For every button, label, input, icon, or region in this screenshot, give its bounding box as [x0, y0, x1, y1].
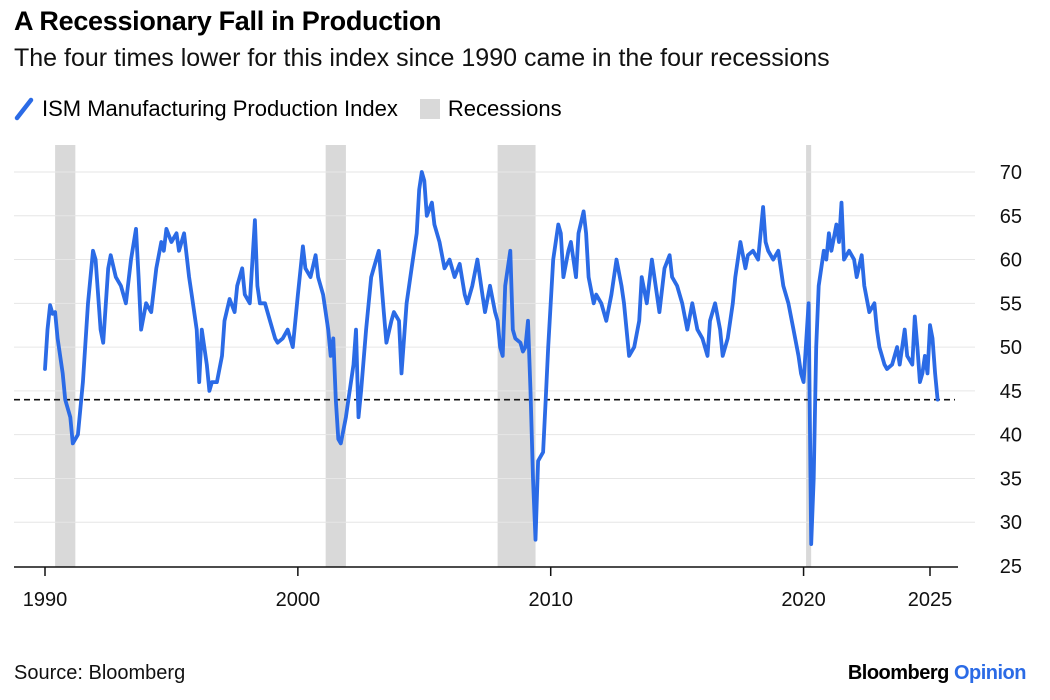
- recession-band-0: [55, 145, 76, 567]
- y-tick-label-50: 50: [1000, 337, 1022, 359]
- chart-title: A Recessionary Fall in Production: [14, 6, 442, 36]
- brand-logo: Bloomberg Opinion: [847, 662, 1027, 685]
- y-tick-label-60: 60: [1000, 250, 1022, 272]
- y-axis-labels: 25 30 35 40 45 50 55 60 65 70: [1000, 162, 1022, 578]
- x-tick-label-2020: 2020: [781, 589, 826, 610]
- legend-line-swatch: [14, 97, 34, 121]
- source-note: Source: Bloomberg: [14, 662, 186, 684]
- x-tick-label-2000: 2000: [276, 589, 321, 610]
- brand-sub: Opinion: [953, 662, 1027, 684]
- y-tick-label-65: 65: [1000, 206, 1022, 228]
- legend-item-recessions: Recessions: [419, 96, 562, 122]
- gridlines: [14, 171, 975, 523]
- x-tick-label-1990: 1990: [23, 589, 68, 610]
- y-tick-label-45: 45: [1000, 381, 1022, 403]
- y-tick-label-35: 35: [1000, 468, 1022, 490]
- x-tick-label-2010: 2010: [528, 589, 573, 610]
- line-chart: 25 30 35 40 45 50 55 60 65 70 1990 2000 2010 2020 202…: [14, 145, 1022, 610]
- y-tick-label-30: 30: [1000, 512, 1022, 534]
- x-axis-labels: 1990 2000 2010 2020 2025: [23, 589, 953, 610]
- brand-main: Bloomberg: [847, 662, 950, 684]
- series-group: [43, 170, 940, 546]
- legend-item-ism: ISM Manufacturing Production Index: [14, 96, 398, 122]
- series-line-0: [43, 170, 940, 546]
- y-tick-label-25: 25: [1000, 556, 1022, 578]
- legend-label-recessions: Recessions: [447, 96, 562, 121]
- legend-area-swatch: [419, 99, 440, 119]
- x-axis: [14, 566, 958, 576]
- y-tick-label-70: 70: [1000, 162, 1022, 184]
- y-tick-label-40: 40: [1000, 425, 1022, 447]
- y-tick-label-55: 55: [1000, 293, 1022, 315]
- x-tick-label-2025: 2025: [908, 589, 953, 610]
- chart-subtitle: The four times lower for this index sinc…: [14, 44, 830, 72]
- legend-label-ism: ISM Manufacturing Production Index: [42, 96, 398, 121]
- legend: ISM Manufacturing Production Index Reces…: [14, 96, 584, 122]
